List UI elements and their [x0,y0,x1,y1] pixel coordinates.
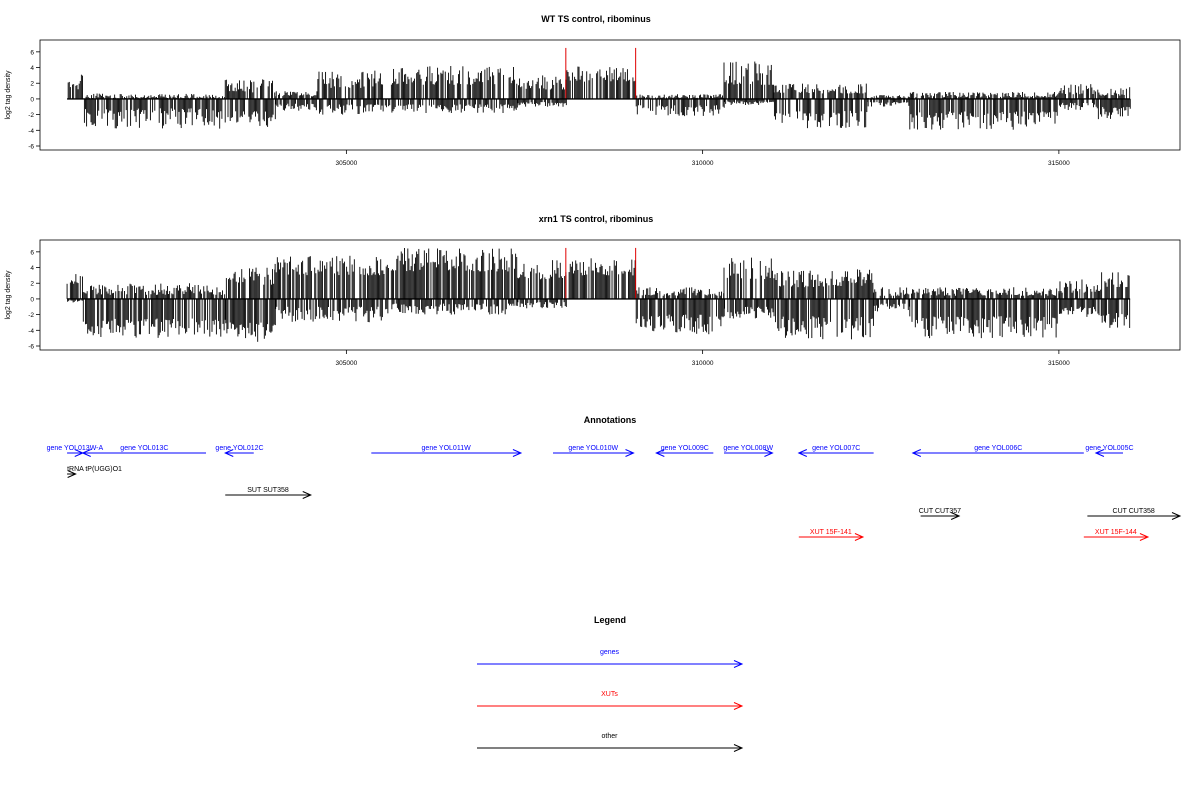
x-tick-label: 305000 [336,160,358,167]
annotation-item: tRNA tP(UGG)O1 [67,466,122,478]
x-tick-label: 310000 [692,160,714,167]
annotation-item: SUT SUT358 [225,487,312,499]
y-tick-label: -4 [28,128,34,135]
arrowhead [797,449,808,457]
legend-title: Legend [594,615,626,625]
annotation-item: XUT 15F-141 [798,529,865,541]
y-tick-label: 0 [30,296,34,303]
annotation-label: gene YOL013W-A [47,445,104,452]
legend-label: genes [600,649,620,656]
annotation-item: gene YOL010W [553,445,635,457]
arrowhead [950,512,961,520]
annotation-label: gene YOL007C [812,445,860,452]
arrowhead [302,491,312,499]
arrowhead [733,660,744,668]
arrowhead [512,449,523,457]
legend-label: other [602,733,619,740]
xrn1-y-axis-label: log2 tag density [5,270,12,320]
wt-x-axis: 305000 310000 315000 [336,150,1070,167]
annotation-label: gene YOL012C [215,445,263,452]
annotation-item: gene YOL008W [723,445,774,457]
arrowhead [224,449,234,457]
annotation-item: CUT CUT357 [919,508,961,520]
annotation-item: gene YOL012C [215,445,264,457]
x-tick-label: 315000 [1048,160,1070,167]
y-tick-label: 4 [30,265,34,272]
arrowhead [733,744,744,752]
y-tick-label: 2 [30,81,34,88]
annotations-title: Annotations [584,415,637,425]
arrowhead [625,449,635,457]
legend-label: XUTs [601,691,618,698]
x-tick-label: 315000 [1048,360,1070,367]
annotation-item: gene YOL013W-A [47,445,104,457]
y-tick-label: -2 [28,112,34,119]
xrn1-density-bars [66,247,1131,342]
annotation-item: gene YOL009C [655,445,714,457]
legend-entry: XUTs [477,691,744,710]
arrowhead [1094,449,1105,457]
xrn1-density-panel: xrn1 TS control, ribominus log2 tag dens… [5,214,1181,367]
annotation-item: gene YOL007C [797,445,874,457]
annotation-label: gene YOL013C [120,445,168,452]
annotation-label: CUT CUT357 [919,508,961,515]
y-tick-label: -2 [28,312,34,319]
arrowhead [854,533,865,541]
wt-plot-frame [39,39,1181,151]
annotation-label: gene YOL011W [422,445,472,452]
annotation-item: CUT CUT358 [1087,508,1182,520]
arrowhead [67,470,77,478]
x-tick-label: 310000 [692,360,714,367]
annotation-label: gene YOL008W [723,445,773,452]
arrowhead [655,449,665,457]
annotation-label: tRNA tP(UGG)O1 [67,466,122,473]
annotation-label: XUT 15F-141 [810,529,852,536]
arrowhead [1171,512,1182,520]
xrn1-y-axis: -6 -4 -2 0 2 4 6 [28,249,40,351]
legend: Legend genes XUTs other [477,615,744,752]
annotation-label: gene YOL010W [568,445,618,452]
annotation-label: CUT CUT358 [1113,508,1155,515]
annotation-label: gene YOL009C [661,445,709,452]
legend-entry: other [477,733,744,752]
y-tick-label: -4 [28,328,34,335]
y-tick-label: -6 [28,344,34,351]
annotation-label: SUT SUT358 [247,487,289,494]
y-tick-label: 6 [30,49,34,56]
xrn1-x-axis: 305000 310000 315000 [336,350,1070,367]
arrowhead [81,449,91,457]
xrn1-panel-title: xrn1 TS control, ribominus [539,214,654,224]
annotations-track: Annotations gene YOL013W-A tRNA tP(UGG)O1… [47,415,1182,541]
annotation-items: gene YOL013W-A tRNA tP(UGG)O1 gene YOL013C… [47,445,1182,541]
annotation-item: gene YOL006C [911,445,1084,457]
annotation-label: gene YOL005C [1085,445,1133,452]
wt-y-axis: -6 -4 -2 0 2 4 6 [28,49,40,151]
y-tick-label: 2 [30,281,34,288]
y-tick-label: 0 [30,96,34,103]
arrowhead [764,449,774,457]
legend-entry: genes [477,649,744,668]
annotation-label: XUT 15F-144 [1095,529,1137,536]
xrn1-plot-frame [39,239,1181,351]
wt-y-axis-label: log2 tag density [5,70,12,120]
y-tick-label: -6 [28,144,34,151]
legend-items: genes XUTs other [477,649,744,752]
y-tick-label: 4 [30,65,34,72]
wt-density-panel: WT TS control, ribominus log2 tag densit… [5,14,1181,167]
x-tick-label: 305000 [336,360,358,367]
wt-density-bars [67,47,1131,130]
arrowhead [911,449,922,457]
arrowhead [1139,533,1150,541]
annotation-item: gene YOL011W [371,445,523,457]
annotation-item: XUT 15F-144 [1083,529,1150,541]
arrowhead [733,702,744,710]
wt-panel-title: WT TS control, ribominus [541,14,651,24]
y-tick-label: 6 [30,249,34,256]
annotation-item: gene YOL005C [1085,445,1134,457]
annotation-label: gene YOL006C [974,445,1022,452]
annotation-item: gene YOL013C [81,445,207,457]
